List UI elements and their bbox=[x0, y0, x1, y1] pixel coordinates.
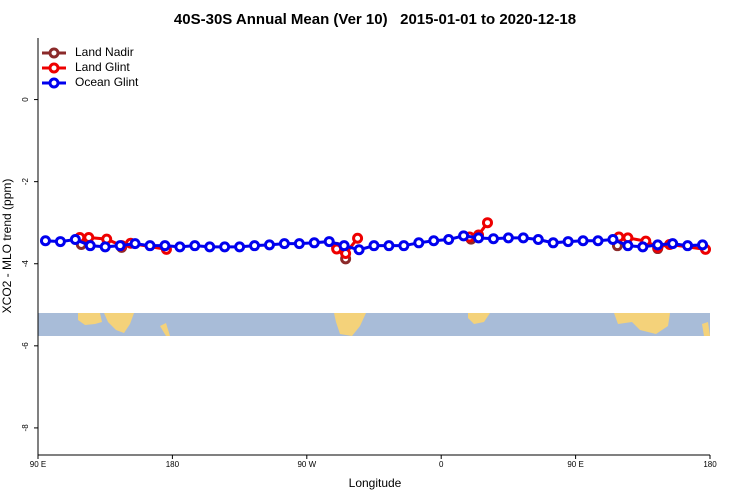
data-point bbox=[473, 232, 485, 244]
data-point bbox=[487, 233, 499, 245]
data-point bbox=[353, 244, 365, 256]
data-point bbox=[234, 241, 246, 253]
data-point bbox=[502, 232, 514, 244]
data-point bbox=[697, 239, 709, 251]
data-point bbox=[622, 240, 634, 252]
map-strip bbox=[38, 313, 710, 336]
data-point bbox=[159, 240, 171, 252]
data-point bbox=[293, 238, 305, 250]
data-point bbox=[413, 237, 425, 249]
data-point bbox=[114, 240, 126, 252]
data-point bbox=[263, 239, 275, 251]
data-point bbox=[39, 235, 51, 247]
y-tick-label: -2 bbox=[21, 178, 30, 186]
data-point bbox=[84, 240, 96, 252]
data-point bbox=[547, 237, 559, 249]
y-tick-label: -4 bbox=[21, 260, 30, 268]
data-point bbox=[278, 238, 290, 250]
data-point bbox=[69, 234, 81, 246]
data-point bbox=[204, 241, 216, 253]
y-tick-label: -8 bbox=[21, 424, 30, 432]
data-point bbox=[592, 235, 604, 247]
x-tick-label: 90 E bbox=[30, 460, 46, 469]
y-tick-label: 0 bbox=[21, 97, 30, 102]
data-point bbox=[667, 238, 679, 250]
data-point bbox=[83, 231, 95, 243]
data-point bbox=[352, 232, 364, 244]
legend-label: Ocean Glint bbox=[75, 75, 139, 89]
legend-marker bbox=[48, 47, 60, 59]
data-point bbox=[249, 240, 261, 252]
data-point bbox=[144, 240, 156, 252]
data-point bbox=[517, 232, 529, 244]
data-point bbox=[308, 237, 320, 249]
data-point bbox=[368, 240, 380, 252]
data-point bbox=[428, 235, 440, 247]
legend-marker bbox=[48, 77, 60, 89]
chart-title: 40S-30S Annual Mean (Ver 10) 2015-01-01 … bbox=[174, 11, 576, 28]
x-tick-label: 180 bbox=[703, 460, 717, 469]
x-tick-label: 90 E bbox=[567, 460, 583, 469]
data-point bbox=[637, 241, 649, 253]
data-point bbox=[219, 241, 231, 253]
x-tick-label: 180 bbox=[166, 460, 180, 469]
data-point bbox=[189, 240, 201, 252]
x-axis-label: Longitude bbox=[349, 476, 402, 490]
data-point bbox=[458, 230, 470, 242]
data-point bbox=[323, 236, 335, 248]
data-point bbox=[682, 240, 694, 252]
data-point bbox=[398, 240, 410, 252]
data-point bbox=[54, 236, 66, 248]
legend-marker bbox=[48, 62, 60, 74]
data-point bbox=[577, 235, 589, 247]
data-point bbox=[607, 234, 619, 246]
data-point bbox=[481, 217, 493, 229]
legend-label: Land Nadir bbox=[75, 45, 134, 59]
y-tick-label: -6 bbox=[21, 342, 30, 350]
x-tick-label: 0 bbox=[439, 460, 444, 469]
y-axis-label: XCO2 - MLO trend (ppm) bbox=[0, 179, 14, 314]
legend-label: Land Glint bbox=[75, 60, 130, 74]
data-point bbox=[129, 238, 141, 250]
data-point bbox=[99, 241, 111, 253]
data-point bbox=[383, 240, 395, 252]
data-point bbox=[174, 241, 186, 253]
data-point bbox=[562, 236, 574, 248]
data-point bbox=[338, 240, 350, 252]
data-point bbox=[443, 234, 455, 246]
x-tick-label: 90 W bbox=[297, 460, 316, 469]
data-point bbox=[652, 239, 664, 251]
data-point bbox=[532, 234, 544, 246]
